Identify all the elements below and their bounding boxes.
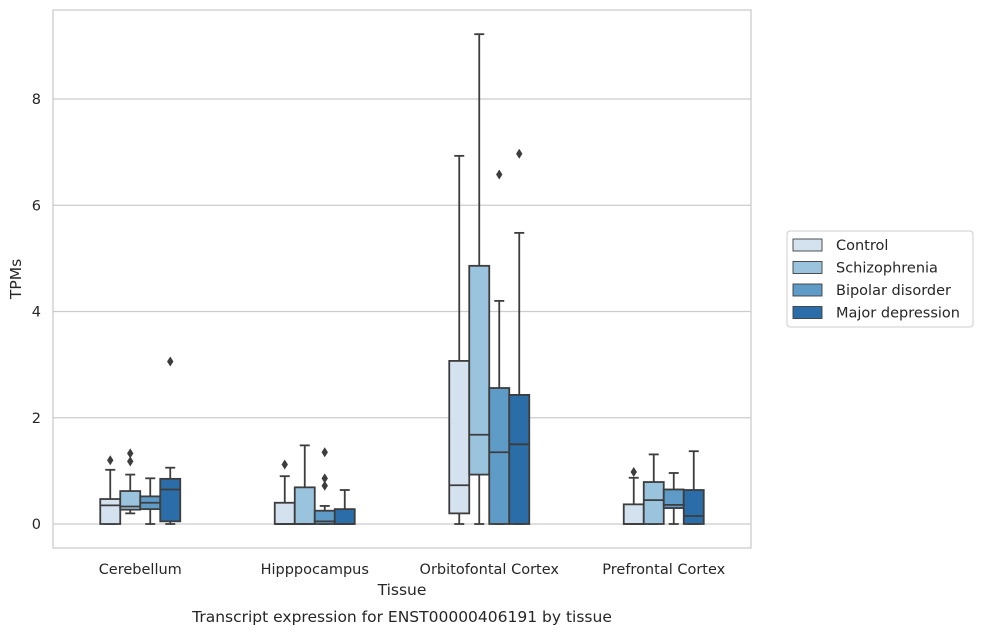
outlier-point (281, 459, 288, 470)
y-tick-label: 8 (32, 92, 41, 108)
legend-swatch (792, 238, 823, 252)
figure-caption: Transcript expression for ENST0000040619… (191, 608, 612, 626)
box-body (468, 264, 491, 476)
outlier-point (127, 456, 134, 467)
legend-label: Schizophrenia (836, 261, 938, 277)
box-body (488, 387, 511, 525)
outlier-point (321, 473, 328, 484)
y-tick-label: 2 (32, 411, 41, 427)
legend: Control Schizophrenia Bipolar disorder Majo… (786, 230, 974, 328)
y-tick-labels: 0 2 4 6 8 (32, 92, 41, 533)
outlier-point (167, 356, 174, 367)
y-axis-label: TPMs (7, 259, 25, 300)
y-tick-label: 4 (32, 305, 41, 321)
box-2-3 (508, 148, 531, 525)
outlier-point (127, 448, 134, 459)
box-0-1 (119, 448, 142, 515)
y-tick-label: 0 (32, 517, 41, 533)
box-3-3 (682, 450, 705, 525)
x-axis-label: Tissue (377, 581, 427, 599)
box-body (293, 486, 316, 525)
legend-label: Major depression (836, 306, 960, 322)
box-2-2 (488, 169, 511, 525)
outlier-point (321, 447, 328, 458)
box-3-2 (662, 472, 685, 525)
box-3-0 (622, 466, 645, 525)
box-body (642, 481, 665, 525)
boxes (99, 33, 705, 525)
box-1-3 (333, 489, 356, 525)
legend-swatch (792, 283, 823, 297)
x-tick-label: Cerebellum (99, 562, 182, 578)
box-body (333, 508, 356, 525)
legend-swatch (792, 306, 823, 319)
x-tick-labels: Cerebellum Hipppocampus Orbitofontal Corte… (99, 562, 726, 578)
outlier-point (496, 169, 503, 180)
legend-swatch (792, 261, 823, 274)
box-body (622, 503, 645, 525)
box-body (508, 394, 531, 525)
box-body (159, 477, 182, 523)
plot-area-frame (52, 9, 752, 549)
box-1-1 (293, 444, 316, 525)
box-2-0 (448, 154, 471, 525)
legend-frame (786, 230, 974, 328)
box-body (273, 501, 296, 525)
box-body (448, 360, 471, 515)
box-2-1 (468, 33, 491, 525)
outlier-point (321, 480, 328, 491)
x-tick-label: Hipppocampus (261, 562, 369, 578)
legend-label: Bipolar disorder (836, 283, 951, 299)
box-body (99, 498, 122, 525)
x-tick-label: Prefrontal Cortex (602, 562, 725, 578)
box-0-3 (159, 356, 182, 525)
outlier-point (107, 455, 114, 466)
box-0-0 (99, 455, 122, 525)
legend-label: Control (836, 238, 888, 254)
box-1-0 (273, 459, 296, 525)
y-tick-label: 6 (32, 198, 41, 214)
box-body (682, 489, 705, 525)
outlier-point (516, 148, 523, 159)
outlier-point (630, 466, 637, 477)
x-tick-label: Orbitofontal Cortex (420, 562, 560, 578)
